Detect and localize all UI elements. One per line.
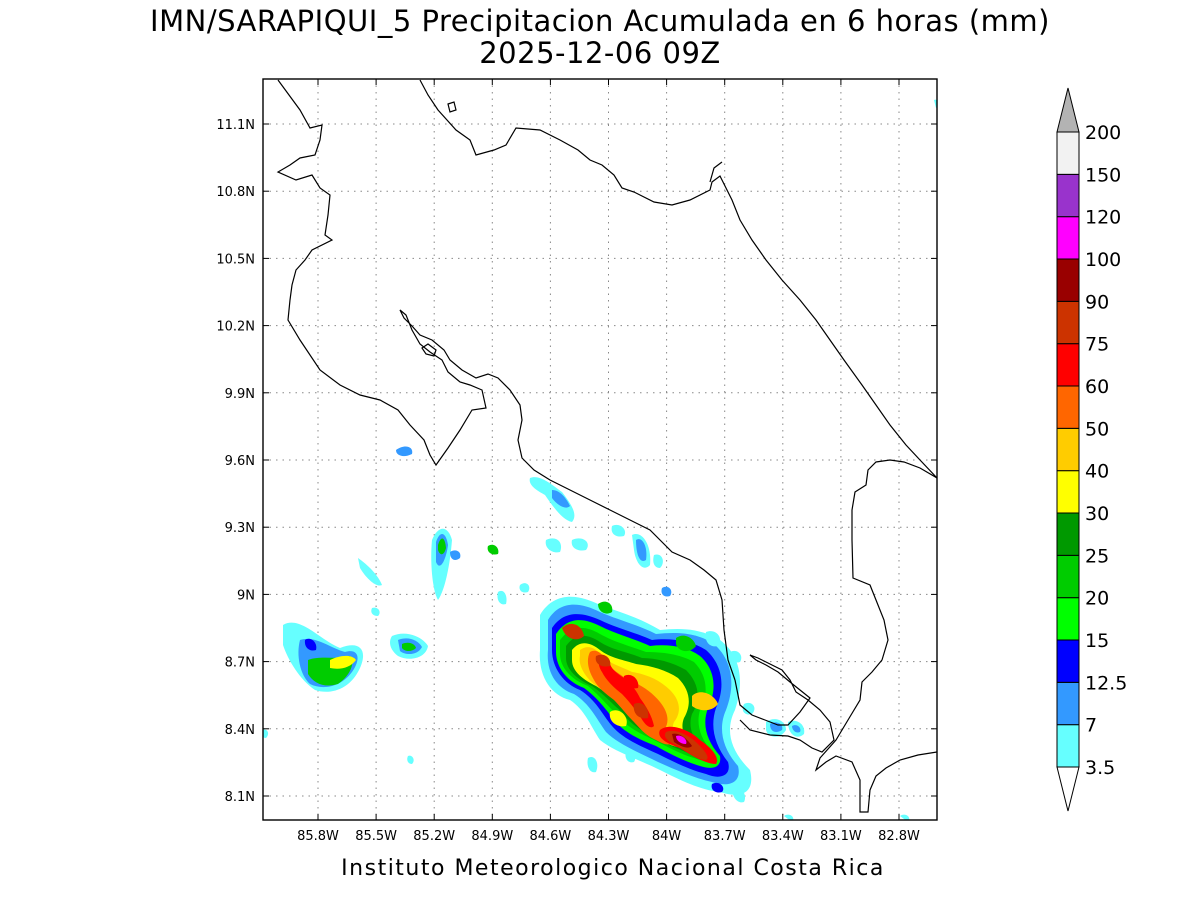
rain-cell-w2 [390, 633, 428, 659]
lat-tick-label: 9N [237, 588, 255, 603]
lat-tick-label: 10.8N [216, 185, 255, 200]
rain-cell-nicoya-coast [519, 477, 672, 597]
colorbar-level-label: 200 [1085, 122, 1121, 144]
rain-cell-nw [283, 622, 364, 692]
lon-tick-label: 82.8W [878, 829, 920, 844]
nicaragua-costa-rica-coastline [276, 79, 736, 681]
lat-tick-label: 8.7N [225, 656, 255, 671]
lon-tick-label: 85.2W [413, 829, 455, 844]
colorbar-level-label: 90 [1085, 291, 1109, 313]
colorbar-swatch [1056, 131, 1080, 175]
colorbar-level-label: 7 [1085, 715, 1097, 737]
colorbar-swatch [1056, 216, 1080, 260]
colorbar-level-label: 50 [1085, 418, 1109, 440]
rain-cell-w3 [358, 446, 507, 616]
colorbar-swatch [1056, 554, 1080, 599]
map-axes: 85.8W 85.5W 85.2W 84.9W 84.6W 84.3W 84W 83.7W 83… [216, 79, 937, 844]
lat-tick-label: 9.3N [225, 521, 255, 536]
precipitation-field [263, 99, 937, 820]
colorbar: 3.5 7 12.5 15 20 25 30 40 50 60 75 90 100 120 150 200 [1056, 87, 1127, 812]
lon-tick-label: 85.5W [355, 829, 397, 844]
colorbar-level-label: 25 [1085, 545, 1109, 567]
colorbar-level-label: 15 [1085, 630, 1109, 652]
colorbar-swatch [1056, 343, 1080, 387]
lon-tick-label: 84.3W [588, 829, 630, 844]
colorbar-level-label: 40 [1085, 461, 1109, 483]
coastlines [276, 79, 937, 813]
colorbar-level-label: 100 [1085, 249, 1121, 271]
map-title: IMN/SARAPIQUI_5 Precipitacion Acumulada … [150, 4, 1050, 38]
lon-tick-label: 85.8W [297, 829, 339, 844]
lat-tick-label: 10.5N [216, 252, 255, 267]
plot-frame [262, 78, 938, 821]
colorbar-swatch [1056, 470, 1080, 514]
nicoya-island [421, 343, 437, 357]
lake-nicaragua-islet [447, 101, 457, 113]
caribbean-coastline [419, 79, 937, 479]
lat-tick-label: 8.4N [225, 723, 255, 738]
lat-tick-label: 8.1N [225, 790, 255, 805]
colorbar-level-label: 30 [1085, 503, 1109, 525]
colorbar-level-label: 12.5 [1085, 672, 1127, 694]
gulf-dulce-coastline [734, 654, 835, 753]
footer-credit: Instituto Meteorologico Nacional Costa R… [341, 856, 885, 881]
colorbar-swatch [1056, 385, 1080, 429]
rain-cell-main [539, 596, 752, 803]
colorbar-swatch [1056, 512, 1080, 556]
colorbar-swatch [1056, 639, 1080, 683]
colorbar-over-triangle [1056, 87, 1080, 133]
lat-tick-label: 9.6N [225, 454, 255, 469]
colorbar-under-triangle [1056, 766, 1080, 812]
colorbar-level-label: 20 [1085, 588, 1109, 610]
rain-cell-east [263, 99, 937, 820]
colorbar-level-label: 120 [1085, 207, 1121, 229]
lon-tick-label: 83.4W [762, 829, 804, 844]
colorbar-swatch [1056, 681, 1080, 726]
colorbar-level-label: 75 [1085, 334, 1109, 356]
colorbar-level-label: 60 [1085, 376, 1109, 398]
colorbar-swatch [1056, 300, 1080, 345]
lon-tick-label: 84.6W [529, 829, 571, 844]
colorbar-swatch [1056, 597, 1080, 641]
colorbar-level-label: 150 [1085, 164, 1121, 186]
lon-tick-label: 84.9W [471, 829, 513, 844]
colorbar-level-label: 3.5 [1085, 757, 1115, 779]
lat-tick-label: 10.2N [216, 320, 255, 335]
lon-tick-label: 83.1W [820, 829, 862, 844]
lon-tick-label: 84W [652, 829, 682, 844]
lat-tick-label: 11.1N [216, 118, 255, 133]
colorbar-swatch [1056, 173, 1080, 218]
coast-segment-east [709, 161, 723, 183]
map-timestamp: 2025-12-06 09Z [479, 36, 721, 70]
colorbar-swatch [1056, 427, 1080, 472]
panama-border [814, 459, 937, 813]
colorbar-swatch [1056, 724, 1080, 768]
lon-tick-label: 83.7W [704, 829, 746, 844]
colorbar-swatch [1056, 258, 1080, 302]
lat-tick-label: 9.9N [225, 387, 255, 402]
